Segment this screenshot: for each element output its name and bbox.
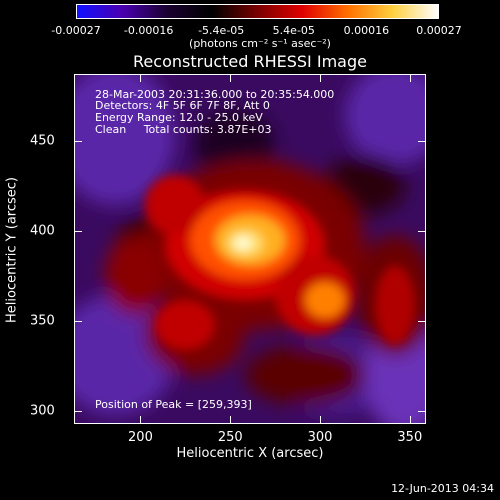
energy-range-annotation: Energy Range: 12.0 - 25.0 keV <box>95 111 263 124</box>
y-tick-mark <box>74 230 82 232</box>
detectors-annotation: Detectors: 4F 5F 6F 7F 8F, Att 0 <box>95 99 270 112</box>
x-tick-mark <box>320 74 322 82</box>
y-tick-label: 300 <box>30 403 55 419</box>
colorbar-tick-label: 0.00027 <box>416 24 462 37</box>
plot-title: Reconstructed RHESSI Image <box>133 52 367 71</box>
y-tick-mark <box>74 321 82 323</box>
colorbar-unit: (photons cm⁻² s⁻¹ asec⁻²) <box>189 37 331 50</box>
y-tick-label: 400 <box>30 223 55 239</box>
x-tick-mark <box>230 74 232 82</box>
x-tick-label: 250 <box>217 430 243 445</box>
y-tick-label: 350 <box>30 313 55 329</box>
colorbar-tick-label: 0.00016 <box>343 24 390 37</box>
y-tick-mark <box>418 321 426 323</box>
x-axis-label: Heliocentric X (arcsec) <box>176 446 324 461</box>
x-tick-mark <box>409 74 411 82</box>
x-tick-mark <box>140 416 142 424</box>
image-plot: 28-Mar-2003 20:31:36.000 to 20:35:54.000… <box>74 74 426 424</box>
x-tick-mark <box>140 74 142 82</box>
x-tick-mark <box>230 416 232 424</box>
colorbar-tick-label: -0.00016 <box>123 24 174 37</box>
x-tick-mark <box>320 416 322 424</box>
x-tick-label: 200 <box>128 430 153 445</box>
rhessi-intensity-map <box>75 75 425 423</box>
y-tick-mark <box>418 230 426 232</box>
y-tick-mark <box>418 140 426 142</box>
y-tick-mark <box>74 411 82 413</box>
x-tick-label: 300 <box>307 430 333 445</box>
colorbar-tick-label: 5.4e-05 <box>272 24 315 37</box>
y-tick-mark <box>74 140 82 142</box>
colorbar-tick-label: -5.4e-05 <box>198 24 245 37</box>
time-range-annotation: 28-Mar-2003 20:31:36.000 to 20:35:54.000 <box>95 88 335 101</box>
clean-counts-annotation: Clean Total counts: 3.87E+03 <box>95 123 272 136</box>
date-stamp: 12-Jun-2013 04:34 <box>391 482 494 495</box>
y-tick-mark <box>418 411 426 413</box>
x-tick-label: 350 <box>397 430 423 445</box>
x-tick-mark <box>409 416 411 424</box>
colorbar <box>76 4 439 19</box>
y-axis-label: Heliocentric Y (arcsec) <box>4 177 20 323</box>
peak-position-annotation: Position of Peak = [259,393] <box>95 398 252 411</box>
colorbar-tick-label: -0.00027 <box>51 24 101 37</box>
y-tick-label: 450 <box>30 133 55 149</box>
